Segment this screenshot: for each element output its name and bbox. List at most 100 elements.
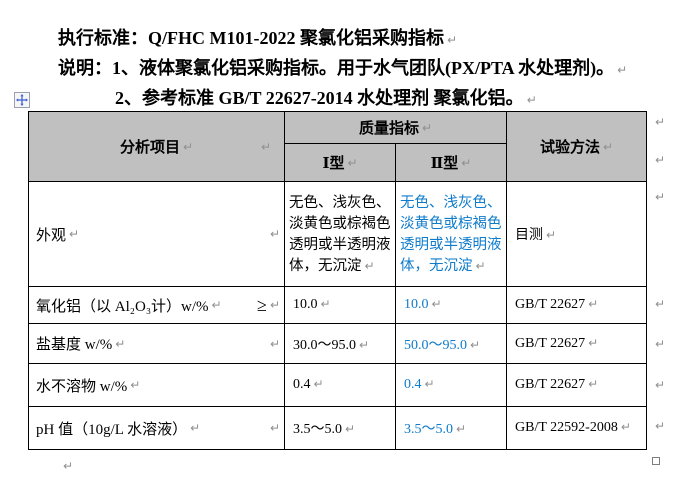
quality-index-label: 质量指标 [358,121,419,137]
cell-end-mark-icon: ↵ [260,139,271,154]
cell-end-mark-icon: ↵ [431,297,442,311]
cell-method-insoluble[interactable]: GB/T 22627 ↵ [506,363,648,407]
value-text: 50.0～95.0 [404,337,467,353]
item-text: pH 值（10g/L 水溶液） [36,421,188,438]
cell-end-mark-icon: ↵ [211,298,222,312]
paragraph-mark-icon: ↵ [617,63,628,77]
method-text: GB/T 22627 [515,297,586,312]
table-move-handle[interactable] [14,92,30,108]
value-text: 3.5～5.0 [293,422,342,437]
paragraph-mark-icon: ↵ [63,459,74,473]
cell-end-mark-icon: ↵ [320,297,331,311]
cell-method-basicity[interactable]: GB/T 22627 ↵ [506,323,648,364]
cell-type1-appearance[interactable]: 无色、浅灰色、淡黄色或棕褐色透明或半透明液体，无沉淀 ↵ [284,181,396,287]
value-text: 30.0～95.0 [293,337,356,353]
cell-end-mark-icon: ↵ [588,377,599,391]
cell-end-mark-icon: ↵ [269,336,280,351]
paragraph-mark-icon: ↵ [526,93,537,107]
value-text: 3.5～5.0 [404,422,453,437]
gte-operator: ≥ [257,295,267,315]
cell-end-mark-icon: ↵ [588,335,599,350]
note-line-2[interactable]: 2、参考标准 GB/T 22627-2014 水处理剂 聚氯化铝。 ↵ [58,84,673,114]
cell-item-basicity[interactable]: 盐基度 w/% ↵ ↵ [28,323,285,364]
type2-label: Ⅱ型 [430,156,459,172]
value-text: 0.4 [404,377,422,392]
cell-end-mark-icon: ↵ [269,298,280,312]
cell-type2-insoluble[interactable]: 0.4 ↵ [394,363,508,407]
cell-item-alumina[interactable]: 氧化铝（以 Al₂O₃计）w/% ↵ ≥ ↵ [28,286,285,324]
document-header: 执行标准：Q/FHC M101-2022 聚氯化铝采购指标 ↵ 说明：1、液体聚氯… [58,24,673,114]
note-text-2: 2、参考标准 GB/T 22627-2014 水处理剂 聚氯化铝。 [115,88,524,108]
row-end-mark-icon: ↵ [655,297,666,311]
cell-end-mark-icon: ↵ [182,139,194,154]
cell-type2-alumina[interactable]: 10.0 ↵ [394,286,508,324]
value-text: 10.0 [293,297,318,312]
cell-end-mark-icon: ↵ [602,139,614,154]
cell-item-ph[interactable]: pH 值（10g/L 水溶液） ↵ ↵ [28,406,285,450]
cell-type1-insoluble[interactable]: 0.4 ↵ [284,363,396,407]
col-header-test-method[interactable]: 试验方法 ↵ [506,111,648,182]
row-end-mark-icon: ↵ [655,378,666,392]
cell-item-appearance[interactable]: 外观 ↵ ↵ [28,181,285,287]
exec-standard-text: 执行标准：Q/FHC M101-2022 聚氯化铝采购指标 [58,28,444,48]
four-way-arrow-icon [16,94,28,106]
cell-method-alumina[interactable]: GB/T 22627 ↵ [506,286,648,324]
item-text: 外观 [36,227,67,244]
cell-end-mark-icon: ↵ [130,378,141,392]
cell-type2-appearance[interactable]: 无色、浅灰色、淡黄色或棕褐色透明或半透明液体，无沉淀 ↵ [394,181,508,287]
cell-end-mark-icon: ↵ [359,337,370,352]
table-resize-handle[interactable] [652,457,660,465]
item-text: 水不溶物 w/% [36,378,128,395]
cell-end-mark-icon: ↵ [421,120,433,135]
item-text: 盐基度 w/% [36,337,113,353]
cell-type1-basicity[interactable]: 30.0～95.0 ↵ [284,323,396,364]
cell-end-mark-icon: ↵ [313,377,324,391]
method-text: GB/T 22592-2008 [515,420,618,435]
cell-end-mark-icon: ↵ [190,421,201,435]
cell-end-mark-icon: ↵ [475,259,486,273]
note-line-1[interactable]: 说明：1、液体聚氯化铝采购指标。用于水气团队(PX/PTA 水处理剂)。 ↵ [58,54,673,84]
cell-end-mark-icon: ↵ [588,297,599,311]
exec-standard-line[interactable]: 执行标准：Q/FHC M101-2022 聚氯化铝采购指标 ↵ [58,24,673,54]
item-text: 氧化铝（以 Al₂O₃计）w/% [36,298,209,315]
col-header-quality-index[interactable]: 质量指标 ↵ [283,111,508,144]
cell-end-mark-icon: ↵ [345,422,356,436]
method-text: GB/T 22627 [515,335,586,351]
row-end-mark-icon: ↵ [655,419,666,433]
cell-type1-ph[interactable]: 3.5～5.0 ↵ [284,406,396,450]
cell-type2-basicity[interactable]: 50.0～95.0 ↵ [394,323,508,364]
row-end-mark-icon: ↵ [655,115,666,129]
method-text: GB/T 22627 [515,377,586,392]
col-header-type2[interactable]: Ⅱ型 ↵ [394,143,508,182]
paragraph-mark-icon: ↵ [446,33,458,47]
cell-item-insoluble[interactable]: 水不溶物 w/% ↵ [28,363,285,407]
cell-end-mark-icon: ↵ [115,336,126,351]
table-row-basicity: 盐基度 w/% ↵ ↵ 30.0～95.0 ↵ 50.0～95.0 ↵ GB/T 22… [28,323,648,364]
cell-end-mark-icon: ↵ [424,377,435,391]
cell-method-appearance[interactable]: 目测 ↵ [506,181,648,287]
value-text: 0.4 [293,377,311,392]
table-row-ph: pH 值（10g/L 水溶液） ↵ ↵ 3.5～5.0 ↵ 3.5～5.0 ↵ GB/… [28,406,648,450]
analysis-item-label: 分析项目 [119,140,180,156]
cell-end-mark-icon: ↵ [456,422,467,436]
table-row-alumina: 氧化铝（以 Al₂O₃计）w/% ↵ ≥ ↵ 10.0 ↵ 10.0 ↵ GB/T 22… [28,286,648,324]
table-header-row-2: Ⅰ型 ↵ Ⅱ型 ↵ [29,143,647,182]
cell-type1-alumina[interactable]: 10.0 ↵ [284,286,396,324]
cell-end-mark-icon: ↵ [620,420,631,434]
value-text: 10.0 [404,297,429,312]
col-header-type1[interactable]: Ⅰ型 ↵ [284,143,396,182]
spec-table: 分析项目 ↵ ↵ 质量指标 ↵ 试验方法 ↵ Ⅰ型 ↵ Ⅱ型 ↵ 外观 ↵ ↵ [28,111,648,450]
col-header-analysis-item[interactable]: 分析项目 ↵ ↵ [28,111,285,182]
type1-label: Ⅰ型 [322,156,345,172]
cell-end-mark-icon: ↵ [364,259,375,273]
table-row-insoluble: 水不溶物 w/% ↵ 0.4 ↵ 0.4 ↵ GB/T 22627 ↵ [28,363,648,407]
test-method-label: 试验方法 [539,140,600,156]
table-row-appearance: 外观 ↵ ↵ 无色、浅灰色、淡黄色或棕褐色透明或半透明液体，无沉淀 ↵ 无色、浅灰色… [28,181,648,287]
cell-end-mark-icon: ↵ [69,227,80,241]
value-text: 无色、浅灰色、淡黄色或棕褐色透明或半透明液体，无沉淀 [289,195,391,274]
cell-type2-ph[interactable]: 3.5～5.0 ↵ [394,406,508,450]
cell-method-ph[interactable]: GB/T 22592-2008 ↵ [506,406,648,450]
cell-end-mark-icon: ↵ [347,155,358,170]
cell-end-mark-icon: ↵ [269,227,280,241]
